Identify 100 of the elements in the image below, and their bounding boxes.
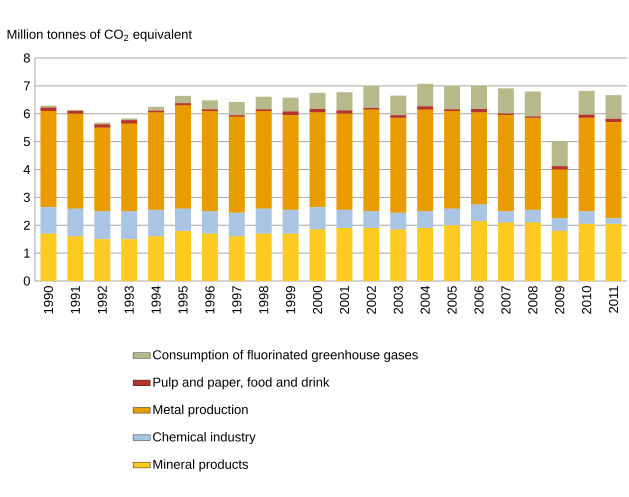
bar	[121, 211, 138, 240]
x-tick-label: 2010	[582, 286, 592, 314]
bar	[363, 228, 380, 281]
x-tick-label: 2007	[501, 286, 511, 314]
x-tick-label: 1990	[44, 286, 54, 314]
bar	[310, 112, 326, 208]
y-tick-label: 4	[24, 165, 30, 174]
x-tick-label: 2000	[312, 286, 322, 314]
bar	[67, 114, 84, 209]
bar	[94, 128, 110, 212]
bar	[524, 210, 541, 222]
bar	[282, 98, 299, 112]
bar	[390, 229, 406, 281]
x-tick-label: 2003	[394, 286, 403, 314]
bar	[471, 85, 487, 110]
bar	[363, 86, 380, 108]
x-tick-label: 1992	[98, 286, 107, 314]
bar	[40, 110, 56, 208]
bar	[390, 118, 406, 213]
bar	[471, 221, 487, 281]
bar	[148, 106, 164, 111]
x-tick-label: 2001	[340, 286, 350, 314]
bar	[175, 230, 192, 281]
legend-label: Mineral products	[153, 459, 248, 472]
bar	[282, 234, 299, 281]
bar	[148, 236, 164, 281]
bar	[40, 108, 56, 111]
y-tick-label: 8	[24, 53, 30, 63]
legend-label: Consumption of fluorinated greenhouse gases	[153, 350, 418, 362]
legend-label: Chemical industry	[153, 432, 256, 444]
bar	[94, 239, 110, 281]
bar	[175, 96, 192, 104]
bar	[552, 218, 568, 231]
bar	[175, 105, 192, 209]
y-tick-label: 0	[24, 276, 30, 286]
bar	[228, 212, 245, 236]
bar	[67, 208, 84, 236]
bar	[310, 207, 326, 230]
x-tick-label: 1994	[151, 286, 161, 314]
bar	[498, 115, 514, 212]
bar	[282, 210, 299, 234]
bar	[40, 234, 56, 281]
y-tick-label: 7	[24, 81, 30, 90]
bar	[471, 112, 487, 204]
bar	[121, 120, 138, 124]
bar	[310, 109, 326, 112]
bar	[336, 92, 352, 110]
bar	[417, 110, 434, 212]
bar	[606, 95, 622, 119]
bar	[390, 212, 406, 230]
bar	[524, 222, 541, 281]
y-tick-label: 6	[24, 109, 30, 118]
bar	[228, 102, 245, 116]
bar	[417, 228, 434, 281]
bar	[121, 123, 138, 212]
bar	[67, 236, 84, 281]
x-tick-label: 1998	[259, 286, 268, 314]
x-tick-label: 1997	[232, 286, 242, 314]
bar	[552, 169, 568, 218]
bar	[148, 112, 164, 210]
bar	[336, 110, 352, 114]
bar	[256, 96, 272, 110]
x-tick-label: 1999	[286, 286, 296, 314]
y-tick-label: 1	[24, 248, 30, 258]
bar	[498, 88, 514, 114]
bar	[202, 100, 218, 110]
x-tick-label: 1993	[124, 286, 134, 314]
bar	[444, 110, 460, 209]
bar	[552, 166, 568, 170]
bar	[175, 208, 192, 231]
bar	[552, 141, 568, 166]
bar	[578, 211, 595, 224]
bar	[471, 109, 487, 112]
bar	[498, 222, 514, 281]
bar	[336, 228, 352, 281]
x-tick-label: 2006	[474, 286, 484, 314]
bar	[40, 207, 56, 234]
bar	[417, 211, 434, 228]
bar	[444, 225, 460, 281]
bar	[606, 118, 622, 122]
bar	[606, 224, 622, 281]
bar	[390, 96, 406, 116]
x-tick-label: 2005	[447, 286, 457, 314]
bar	[121, 239, 138, 281]
bar	[256, 208, 272, 234]
bar	[310, 92, 326, 110]
y-tick-label: 5	[24, 137, 30, 146]
x-tick-label: 2004	[420, 286, 430, 314]
bar	[202, 110, 218, 212]
bar	[606, 122, 622, 218]
y-tick-label: 2	[24, 220, 30, 230]
legend-label: Metal production	[153, 404, 248, 417]
x-tick-label: 2008	[528, 286, 538, 314]
bar	[202, 211, 218, 234]
bar	[417, 84, 434, 106]
bar	[228, 236, 245, 281]
x-tick-label: 2009	[555, 286, 564, 314]
bar	[67, 110, 84, 114]
bar	[578, 114, 595, 118]
bar	[148, 210, 164, 236]
